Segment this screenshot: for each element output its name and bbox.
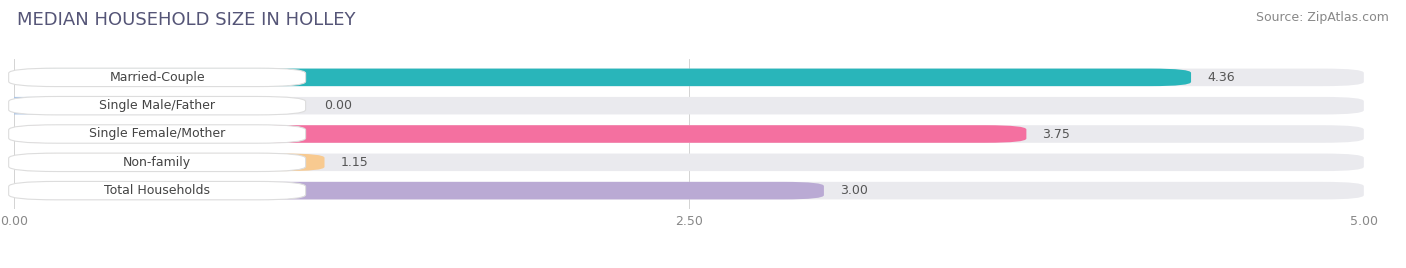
- Text: 3.00: 3.00: [841, 184, 868, 197]
- Text: Non-family: Non-family: [124, 156, 191, 169]
- Text: Single Female/Mother: Single Female/Mother: [89, 128, 225, 140]
- FancyBboxPatch shape: [8, 96, 305, 115]
- Text: Source: ZipAtlas.com: Source: ZipAtlas.com: [1256, 11, 1389, 24]
- FancyBboxPatch shape: [0, 97, 55, 114]
- Text: Married-Couple: Married-Couple: [110, 71, 205, 84]
- Text: 3.75: 3.75: [1043, 128, 1070, 140]
- Text: Single Male/Father: Single Male/Father: [100, 99, 215, 112]
- FancyBboxPatch shape: [14, 125, 1364, 143]
- Text: 0.00: 0.00: [325, 99, 353, 112]
- FancyBboxPatch shape: [8, 125, 305, 143]
- FancyBboxPatch shape: [8, 68, 305, 87]
- FancyBboxPatch shape: [14, 154, 1364, 171]
- FancyBboxPatch shape: [14, 182, 1364, 199]
- Text: MEDIAN HOUSEHOLD SIZE IN HOLLEY: MEDIAN HOUSEHOLD SIZE IN HOLLEY: [17, 11, 356, 29]
- FancyBboxPatch shape: [14, 154, 325, 171]
- FancyBboxPatch shape: [8, 181, 305, 200]
- FancyBboxPatch shape: [14, 69, 1364, 86]
- FancyBboxPatch shape: [14, 125, 1026, 143]
- FancyBboxPatch shape: [8, 153, 305, 172]
- FancyBboxPatch shape: [14, 182, 824, 199]
- FancyBboxPatch shape: [14, 97, 1364, 114]
- Text: 4.36: 4.36: [1208, 71, 1234, 84]
- Text: 1.15: 1.15: [340, 156, 368, 169]
- Text: Total Households: Total Households: [104, 184, 209, 197]
- FancyBboxPatch shape: [14, 69, 1191, 86]
